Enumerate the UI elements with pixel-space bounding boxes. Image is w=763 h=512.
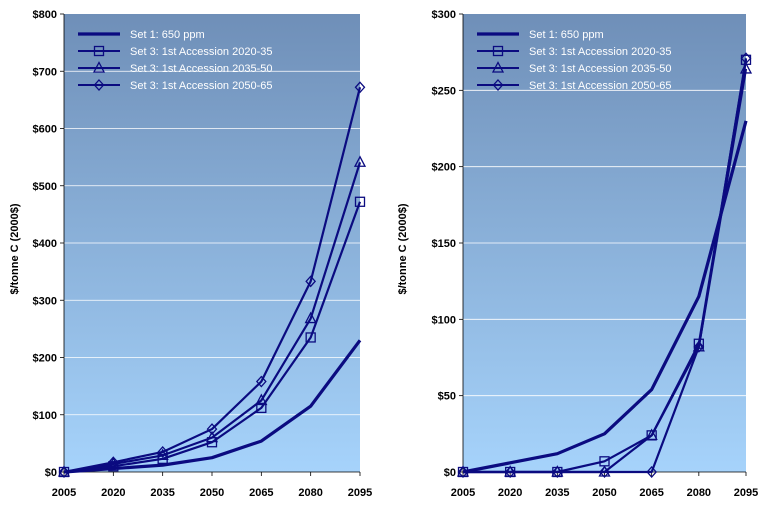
- legend-label: Set 1: 650 ppm: [529, 29, 604, 41]
- data-point: [599, 466, 610, 478]
- y-tick-label: $200: [432, 162, 456, 174]
- legend-label: Set 3: 1st Accession 2050-65: [529, 80, 671, 92]
- legend-marker: [492, 79, 504, 91]
- y-tick-label: $600: [33, 124, 57, 136]
- data-point: [305, 332, 316, 343]
- legend-marker: [492, 45, 504, 57]
- legend-label: Set 3: 1st Accession 2020-35: [529, 46, 671, 58]
- x-tick-label: 2020: [101, 487, 125, 499]
- data-point: [354, 81, 366, 94]
- series-line: [63, 87, 362, 474]
- legend-marker: [93, 79, 105, 91]
- data-point: [205, 430, 219, 443]
- chart-2: $0 $50 $100 $150 $200 $250 $300 2005 2020 2035 205…: [397, 9, 758, 499]
- legend: Set 1: 650 ppm Set 3: 1st Accession 2020-…: [477, 29, 671, 92]
- legend: Set 1: 650 ppm Set 3: 1st Accession 2020-…: [78, 29, 272, 92]
- y-tick-label: $250: [432, 85, 456, 97]
- y-tick-label: $50: [438, 391, 456, 403]
- x-tick-label: 2065: [639, 487, 663, 499]
- data-point: [305, 275, 317, 288]
- legend-label: Set 1: 650 ppm: [130, 29, 205, 41]
- y-tick-label: $300: [432, 9, 456, 21]
- data-point: [645, 428, 658, 441]
- x-tick-label: 2065: [249, 487, 273, 499]
- y-tick-label: $700: [33, 66, 57, 78]
- x-tick-label: 2095: [348, 487, 372, 499]
- x-tick-label: 2080: [687, 487, 711, 499]
- data-point: [157, 445, 169, 458]
- y-axis-label: $/tonne C (2000$): [9, 203, 21, 294]
- x-tick-label: 2035: [545, 487, 569, 499]
- data-point: [457, 466, 469, 478]
- y-tick-label: $100: [33, 410, 57, 422]
- series-1: [462, 120, 748, 474]
- data-point: [692, 339, 705, 352]
- y-tick-label: $150: [432, 238, 456, 250]
- data-point: [206, 423, 218, 436]
- y-axis-label: $/tonne C (2000$): [397, 203, 409, 294]
- legend-marker: [93, 45, 105, 57]
- series-4: [58, 81, 366, 478]
- legend-label: Set 3: 1st Accession 2035-50: [529, 63, 671, 75]
- series-line: [463, 58, 748, 474]
- data-point: [255, 393, 268, 406]
- data-point: [58, 466, 70, 478]
- y-tick-label: $300: [33, 295, 57, 307]
- y-tick-label: $400: [33, 238, 57, 250]
- x-tick-label: 2095: [734, 487, 758, 499]
- legend-marker: [92, 61, 106, 73]
- chart-1: $0 $100 $200 $300 $400 $500 $600 $700 $800 2005 20…: [9, 9, 372, 499]
- series-line: [462, 120, 748, 474]
- data-point: [693, 340, 705, 353]
- legend-marker: [491, 61, 505, 73]
- data-point: [354, 196, 366, 207]
- x-tick-label: 2020: [498, 487, 522, 499]
- x-tick-label: 2005: [451, 487, 475, 499]
- y-tick-label: $200: [33, 353, 57, 365]
- y-tick-label: $500: [33, 181, 57, 193]
- series-4: [457, 52, 752, 478]
- data-point: [504, 466, 516, 478]
- data-point: [107, 456, 119, 469]
- data-point: [740, 52, 752, 65]
- data-point: [551, 466, 563, 478]
- y-tick-label: $800: [33, 9, 57, 21]
- data-point: [256, 402, 267, 414]
- legend-label: Set 3: 1st Accession 2020-35: [130, 46, 272, 58]
- data-point: [304, 311, 317, 324]
- legend-label: Set 3: 1st Accession 2050-65: [130, 80, 272, 92]
- y-tick-label: $0: [45, 467, 57, 479]
- y-tick-label: $100: [432, 314, 456, 326]
- x-tick-label: 2035: [150, 487, 174, 499]
- x-tick-label: 2050: [200, 487, 224, 499]
- y-tick-label: $0: [444, 467, 456, 479]
- x-tick-label: 2080: [298, 487, 322, 499]
- data-point: [255, 375, 267, 388]
- x-tick-label: 2050: [592, 487, 616, 499]
- data-point: [646, 466, 658, 478]
- series-line: [63, 161, 362, 474]
- data-point: [353, 155, 367, 167]
- x-tick-label: 2005: [52, 487, 76, 499]
- legend-label: Set 3: 1st Accession 2035-50: [130, 63, 272, 75]
